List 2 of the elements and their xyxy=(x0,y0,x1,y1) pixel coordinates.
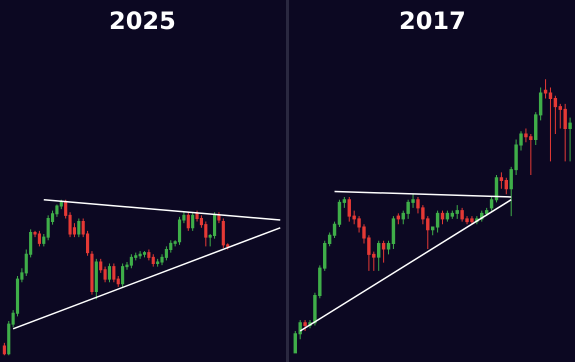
chart-title: 2025 xyxy=(109,7,176,35)
chart-title: 2017 xyxy=(399,7,466,35)
